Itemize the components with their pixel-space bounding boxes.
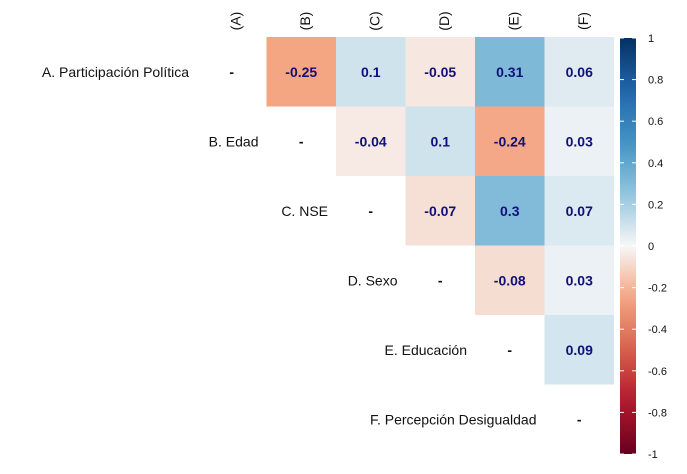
row-label: B. Edad <box>209 133 259 149</box>
colorbar-tick-label: -1 <box>648 449 658 461</box>
heatmap-cell <box>475 106 545 176</box>
column-label: (A) <box>227 12 243 31</box>
colorbar-tick-label: -0.4 <box>648 324 667 336</box>
diagonal-dash: - <box>368 203 373 219</box>
colorbar-tick-label: 0.4 <box>648 158 663 170</box>
cell-value-label: 0.03 <box>566 272 593 288</box>
diagonal-dash: - <box>299 133 304 149</box>
heatmap-cell <box>475 37 545 107</box>
heatmap-cell <box>544 315 614 385</box>
cell-value-label: 0.3 <box>500 203 520 219</box>
cell-value-label: 0.07 <box>566 203 593 219</box>
column-label: (E) <box>505 12 521 31</box>
diagonal-dash: - <box>229 64 234 80</box>
cell-value-label: 0.31 <box>496 64 523 80</box>
colorbar-tick-label: -0.6 <box>648 366 667 378</box>
colorbar-tick-label: 1 <box>648 33 654 45</box>
heatmap-cell <box>475 176 545 246</box>
heatmap-cell <box>405 37 475 107</box>
cell-value-label: 0.03 <box>566 133 593 149</box>
diagonal-dash: - <box>438 272 443 288</box>
row-label: A. Participación Política <box>42 64 189 80</box>
heatmap-cell <box>336 106 406 176</box>
cell-value-label: -0.07 <box>424 203 456 219</box>
cell-value-label: -0.05 <box>424 64 456 80</box>
cell-value-label: 0.06 <box>566 64 593 80</box>
row-labels: A. Participación Política B. Edad C. NSE D.… <box>42 64 537 428</box>
column-labels: (A) (B) (C) (D) (E) (F) <box>227 11 591 30</box>
heatmap-cell <box>405 176 475 246</box>
diagonal-dash: - <box>507 342 512 358</box>
row-label: F. Percepción Desigualdad <box>370 411 537 427</box>
cell-value-label: -0.08 <box>494 272 526 288</box>
diagonal-dash: - <box>577 411 582 427</box>
heatmap-cell <box>475 245 545 315</box>
heatmap-cell <box>336 37 406 107</box>
colorbar-tick-label: 0.6 <box>648 116 663 128</box>
heatmap-cell <box>544 245 614 315</box>
colorbar-tick-label: -0.8 <box>648 407 667 419</box>
column-label: (B) <box>297 12 313 31</box>
cell-value-label: -0.25 <box>285 64 317 80</box>
column-label: (C) <box>366 11 382 30</box>
cell-value-label: 0.1 <box>431 133 451 149</box>
colorbar-gradient <box>620 38 636 454</box>
cell-value-label: 0.1 <box>361 64 381 80</box>
cell-value-label: -0.04 <box>355 133 387 149</box>
row-label: D. Sexo <box>348 272 398 288</box>
heatmap-cell <box>544 106 614 176</box>
heatmap-cell <box>544 37 614 107</box>
colorbar-tick-label: -0.2 <box>648 283 667 295</box>
column-label: (D) <box>436 11 452 30</box>
colorbar-tick-label: 0.8 <box>648 75 663 87</box>
heatmap-cells: - -0.25 0.1 -0.05 0.31 0.06 - -0.04 0.1 -0.24 0.03… <box>229 37 614 427</box>
cell-value-label: -0.24 <box>494 133 526 149</box>
heatmap-cell <box>544 176 614 246</box>
colorbar-tick-label: 0 <box>648 241 654 253</box>
heatmap-cell <box>405 106 475 176</box>
row-label: E. Educación <box>385 342 468 358</box>
cell-value-label: 0.09 <box>566 342 593 358</box>
row-label: C. NSE <box>281 203 328 219</box>
column-label: (F) <box>575 12 591 30</box>
heatmap-cell <box>266 37 336 107</box>
colorbar-tick-label: 0.2 <box>648 199 663 211</box>
colorbar: 1 0.8 0.6 0.4 0.2 0 -0.2 -0.4 -0.6 -0.8 -1 <box>620 33 667 461</box>
